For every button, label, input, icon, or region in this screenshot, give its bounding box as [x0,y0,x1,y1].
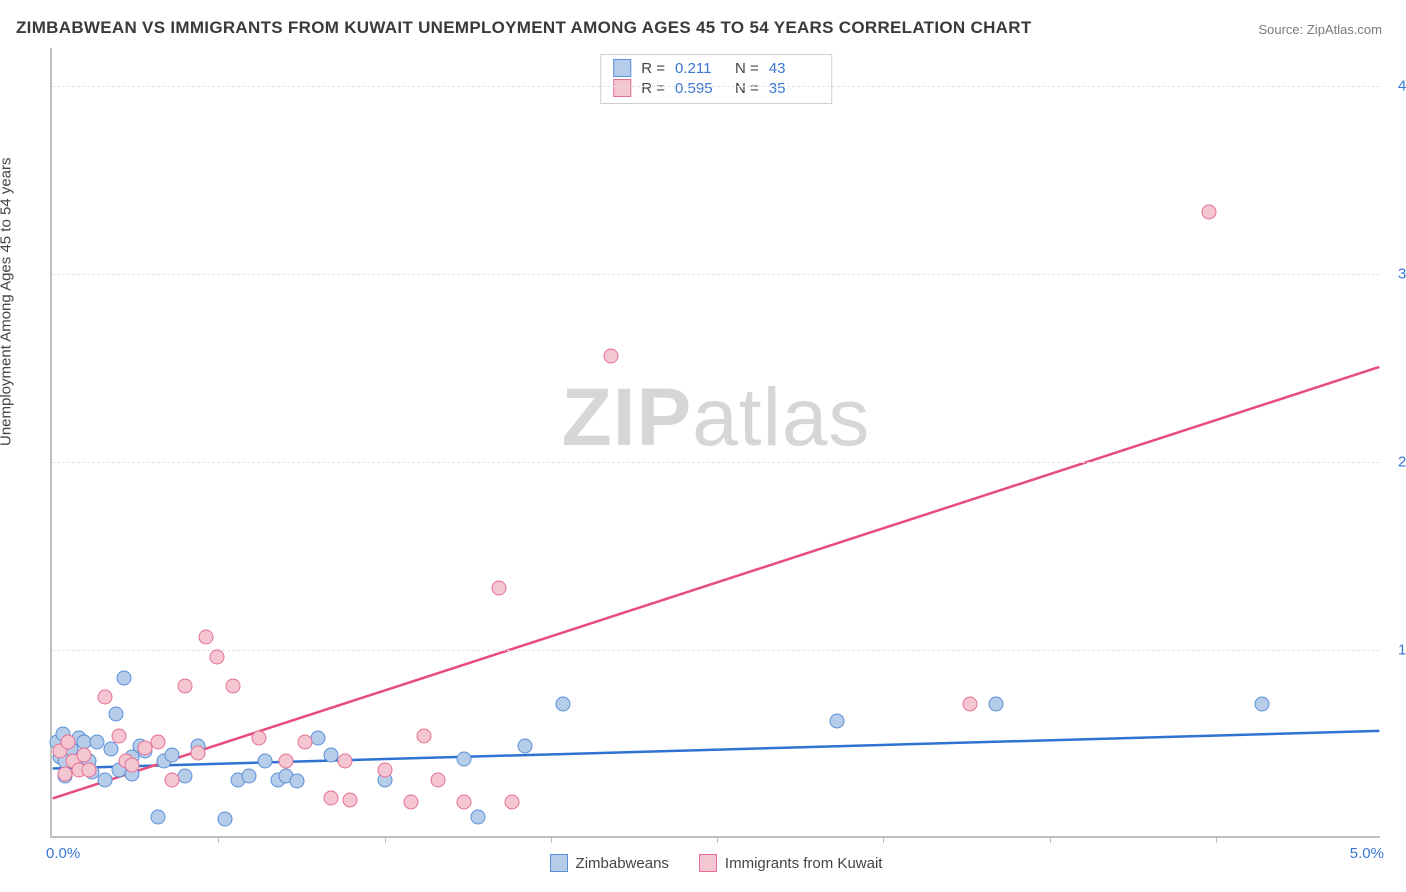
plot-area: ZIPatlas R = 0.211 N = 43 R = 0.595 N = … [50,48,1380,838]
source-label: Source: [1258,22,1306,37]
scatter-point [457,751,472,766]
scatter-point [404,795,419,810]
scatter-point [178,768,193,783]
scatter-point [178,678,193,693]
source-attribution: Source: ZipAtlas.com [1258,22,1382,37]
correlation-chart: ZIMBABWEAN VS IMMIGRANTS FROM KUWAIT UNE… [0,0,1406,892]
scatter-point [342,793,357,808]
scatter-point [1202,204,1217,219]
scatter-point [164,772,179,787]
scatter-point [337,753,352,768]
gridline-h [52,274,1380,275]
scatter-point [124,757,139,772]
scatter-point [111,729,126,744]
legend-item-zimbabweans: Zimbabweans [550,854,669,872]
legend-swatch-kuwait [699,854,717,872]
scatter-point [457,795,472,810]
scatter-point [151,810,166,825]
scatter-point [377,763,392,778]
scatter-point [297,734,312,749]
x-minor-tick [218,836,219,843]
scatter-point [603,349,618,364]
scatter-point [103,742,118,757]
scatter-point [989,697,1004,712]
trend-line [53,367,1380,799]
x-minor-tick [1050,836,1051,843]
x-minor-tick [385,836,386,843]
scatter-point [279,753,294,768]
x-minor-tick [1216,836,1217,843]
y-axis-label: Unemployment Among Ages 45 to 54 years [0,157,15,446]
scatter-point [491,580,506,595]
scatter-point [555,697,570,712]
scatter-point [289,774,304,789]
scatter-point [76,748,91,763]
scatter-point [225,678,240,693]
scatter-point [151,734,166,749]
series-legend: Zimbabweans Immigrants from Kuwait [52,854,1380,872]
scatter-point [108,706,123,721]
scatter-point [164,748,179,763]
scatter-point [518,738,533,753]
x-minor-tick [717,836,718,843]
gridline-h [52,86,1380,87]
scatter-point [241,768,256,783]
scatter-point [1255,697,1270,712]
scatter-point [257,753,272,768]
scatter-point [98,772,113,787]
scatter-point [252,731,267,746]
scatter-point [430,772,445,787]
y-tick-label: 40.0% [1384,77,1406,94]
legend-label-kuwait: Immigrants from Kuwait [725,855,883,872]
y-tick-label: 30.0% [1384,265,1406,282]
scatter-point [209,650,224,665]
scatter-point [60,734,75,749]
gridline-h [52,462,1380,463]
x-minor-tick [551,836,552,843]
chart-title: ZIMBABWEAN VS IMMIGRANTS FROM KUWAIT UNE… [16,18,1032,38]
scatter-point [116,671,131,686]
scatter-point [191,746,206,761]
y-tick-label: 10.0% [1384,641,1406,658]
scatter-point [311,731,326,746]
scatter-point [199,629,214,644]
scatter-point [470,810,485,825]
scatter-point [217,812,232,827]
x-minor-tick [883,836,884,843]
y-tick-label: 20.0% [1384,453,1406,470]
scatter-point [417,729,432,744]
scatter-point [324,791,339,806]
source-link[interactable]: ZipAtlas.com [1307,22,1382,37]
gridline-h [52,650,1380,651]
trend-lines [52,48,1380,836]
legend-label-zimbabweans: Zimbabweans [576,855,669,872]
scatter-point [829,714,844,729]
scatter-point [98,689,113,704]
scatter-point [962,697,977,712]
legend-item-kuwait: Immigrants from Kuwait [699,854,883,872]
legend-swatch-zimbabweans [550,854,568,872]
scatter-point [82,763,97,778]
scatter-point [505,795,520,810]
